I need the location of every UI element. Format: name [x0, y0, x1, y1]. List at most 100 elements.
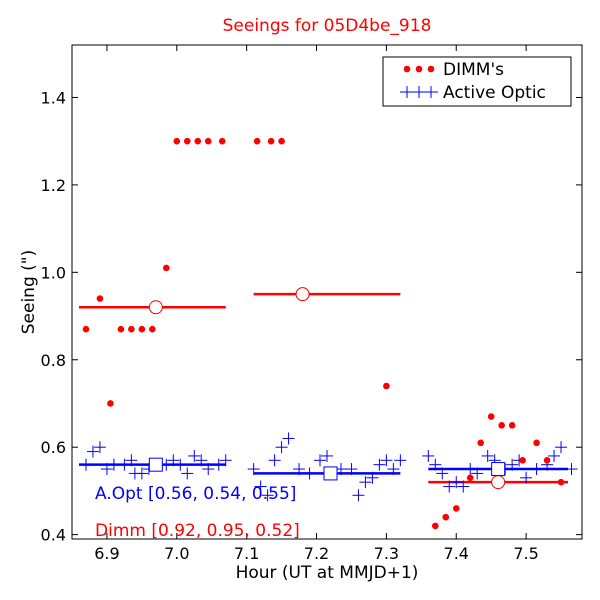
y-tick-label: 1.4: [41, 88, 66, 107]
dimm-point: [466, 474, 474, 482]
x-tick-label: 7.3: [374, 544, 399, 563]
dimm-point: [278, 137, 285, 145]
dimm-point: [519, 457, 526, 464]
aopt-point: [352, 489, 365, 502]
x-tick-label: 7.0: [164, 544, 189, 563]
dimm-point: [533, 439, 540, 447]
aopt-point: [86, 445, 99, 458]
data-marks: [78, 137, 578, 530]
legend-dimm-symbol: [403, 65, 435, 73]
plot-frame: [71, 44, 583, 540]
dimm-point: [194, 137, 202, 145]
aopt-point: [450, 476, 463, 489]
aopt-point: [167, 454, 180, 467]
aopt-point: [174, 458, 187, 471]
aopt-median-marker: [148, 457, 163, 472]
aopt-point: [373, 458, 386, 471]
legend-dimm-label: DIMM's: [443, 60, 504, 80]
aopt-annotation: A.Opt [0.56, 0.54, 0.55]: [95, 484, 296, 504]
dimm-point: [543, 457, 551, 464]
dimm-point: [204, 137, 212, 145]
aopt-point: [195, 454, 208, 467]
aopt-point: [293, 463, 306, 476]
aopt-point: [135, 467, 148, 480]
y-tick-label: 0.4: [41, 526, 66, 545]
aopt-point: [345, 463, 358, 476]
aopt-median-marker: [491, 462, 506, 477]
y-tick-label: 0.6: [41, 438, 66, 457]
legend-aopt-plus: [425, 86, 437, 98]
x-axis-label: Hour (UT at MMJD+1): [236, 563, 419, 583]
dimm-point: [442, 513, 450, 521]
legend-dimm-dot: [427, 65, 435, 73]
aopt-point: [380, 454, 393, 467]
dimm-annotation: Dimm [0.92, 0.95, 0.52]: [95, 521, 300, 541]
aopt-point: [181, 467, 194, 480]
aopt-point: [565, 463, 578, 476]
aopt-point: [387, 463, 400, 476]
aopt-point: [464, 463, 477, 476]
dimm-point: [163, 264, 170, 272]
aopt-point: [219, 454, 232, 467]
dimm-point: [253, 137, 261, 145]
aopt-point: [93, 441, 106, 454]
dimm-point: [498, 422, 505, 429]
dimm-point: [117, 325, 125, 333]
x-tick-label: 7.1: [234, 544, 259, 563]
x-tick-label: 6.9: [94, 544, 119, 563]
dimm-point: [107, 400, 114, 407]
dimm-point: [96, 295, 104, 302]
legend: DIMM's Active Optic: [382, 56, 572, 107]
dimm-point: [487, 413, 495, 420]
aopt-point: [471, 467, 484, 480]
legend-aopt-plus: [401, 86, 413, 98]
dimm-point: [149, 325, 156, 333]
dimm-point: [557, 478, 565, 486]
aopt-point: [321, 449, 333, 462]
aopt-point: [359, 476, 372, 489]
dimm-median-marker: [148, 300, 163, 315]
x-tick-label: 7.2: [304, 544, 329, 563]
aopt-point: [212, 458, 225, 471]
chart-title: Seeings for 05D4be_918: [223, 16, 432, 36]
aopt-point: [188, 449, 201, 462]
legend-dimm-dot: [403, 65, 411, 73]
dimm-point: [173, 137, 181, 145]
aopt-point: [107, 458, 120, 471]
aopt-point: [261, 489, 274, 502]
aopt-point: [530, 463, 543, 476]
dimm-median-marker: [295, 287, 310, 302]
aopt-point: [506, 458, 519, 471]
aopt-point: [422, 449, 435, 462]
dimm-point: [383, 382, 390, 390]
x-tick-label: 7.5: [513, 544, 538, 563]
aopt-point: [481, 449, 494, 462]
y-tick-label: 0.8: [41, 351, 66, 370]
x-tick-label: 7.4: [444, 544, 469, 563]
dimm-point: [508, 422, 516, 429]
aopt-point: [202, 463, 215, 476]
aopt-point: [443, 480, 456, 493]
x-axis-ticks: 6.9 7.0 7.1 7.2 7.3 7.4 7.5: [94, 45, 539, 563]
aopt-median-marker: [323, 466, 338, 481]
legend-dimm-dot: [415, 65, 423, 73]
aopt-point: [268, 454, 281, 467]
aopt-point: [394, 454, 407, 467]
aopt-point: [247, 463, 260, 476]
aopt-point: [118, 458, 131, 471]
legend-aopt-symbol: [400, 86, 438, 98]
aopt-point: [548, 449, 561, 462]
dimm-point: [477, 439, 484, 447]
aopt-point: [457, 480, 470, 493]
aopt-point: [275, 441, 288, 454]
aopt-point: [366, 471, 379, 484]
aopt-point: [303, 467, 316, 480]
y-axis-ticks: 0.4 0.6 0.8 1.0 1.2 1.4: [41, 88, 582, 545]
dimm-point: [183, 137, 191, 145]
aopt-point: [520, 471, 533, 484]
dimm-point: [128, 325, 135, 333]
aopt-point: [314, 454, 327, 467]
legend-box: [382, 56, 572, 107]
aopt-point: [125, 454, 138, 467]
